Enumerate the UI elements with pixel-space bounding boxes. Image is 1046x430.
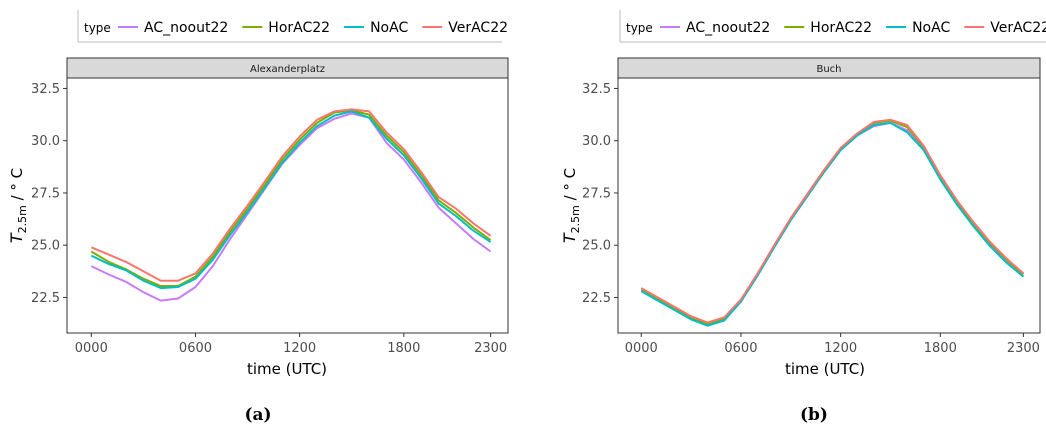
y-tick-label: 25.0 [582,239,611,254]
y-tick-label: 32.5 [582,82,611,97]
series-line-NoAC [90,110,492,290]
x-tick-label: 0000 [625,341,658,356]
legend-label: AC_noout22 [144,20,228,36]
plot-area [617,77,1041,334]
y-tick-label: 22.5 [31,291,60,306]
x-tick-label: 2300 [474,341,507,356]
series-line-VerAC22 [90,108,492,282]
legend-label: VerAC22 [990,20,1046,36]
x-tick-label: 1200 [283,341,316,356]
y-axis-title-symbol: T [560,232,579,243]
x-tick-label: 1200 [824,341,857,356]
legend-label: NoAC [912,20,950,36]
x-tick-label: 1800 [924,341,957,356]
series-group [90,108,492,302]
facet-strip-label: Alexanderplatz [250,64,325,75]
legend: type AC_noout22 HorAC22 NoAC VerAC22 [77,10,508,46]
y-axis-title-symbol: T [7,232,26,243]
panel-0: type AC_noout22 HorAC22 NoAC VerAC22 Alexande… [7,10,509,425]
y-tick-label: 27.5 [31,186,60,201]
series-group [640,118,1025,327]
x-tick-label: 2300 [1007,341,1040,356]
x-tick-label: 0600 [724,341,757,356]
y-axis-title-unit: / ° C [561,168,579,205]
x-tick-label: 0600 [179,341,212,356]
series-line-NoAC [640,121,1025,327]
y-tick-label: 25.0 [31,239,60,254]
legend-label: NoAC [370,20,408,36]
y-tick-label: 32.5 [31,82,60,97]
series-line-AC_noout22 [90,112,492,302]
panel-caption: (a) [244,405,271,425]
x-axis-title: time (UTC) [247,360,327,378]
series-line-HorAC22 [90,109,492,287]
series-line-VerAC22 [640,118,1025,324]
x-tick-label: 0000 [75,341,108,356]
y-tick-label: 30.0 [582,134,611,149]
panel-1: type AC_noout22 HorAC22 NoAC VerAC22 Buch 22.5… [560,10,1046,425]
legend-label: VerAC22 [448,20,508,36]
legend-label: AC_noout22 [686,20,770,36]
y-axis-title-unit: / ° C [8,168,26,205]
panel-caption: (b) [800,405,828,425]
legend-title: type [84,21,111,35]
legend-title: type [626,21,653,35]
y-tick-label: 22.5 [582,291,611,306]
y-tick-label: 27.5 [582,186,611,201]
y-axis-title-subscript: 2.5m [16,205,29,233]
x-tick-label: 1800 [387,341,420,356]
legend-label: HorAC22 [268,20,330,36]
y-axis-title: T2.5m / ° C [560,168,582,243]
facet-strip-label: Buch [816,64,841,75]
x-axis-title: time (UTC) [785,360,865,378]
y-axis-title-subscript: 2.5m [569,205,582,233]
y-axis-title: T2.5m / ° C [7,168,29,243]
legend-label: HorAC22 [810,20,872,36]
legend: type AC_noout22 HorAC22 NoAC VerAC22 [619,10,1046,46]
y-tick-label: 30.0 [31,134,60,149]
